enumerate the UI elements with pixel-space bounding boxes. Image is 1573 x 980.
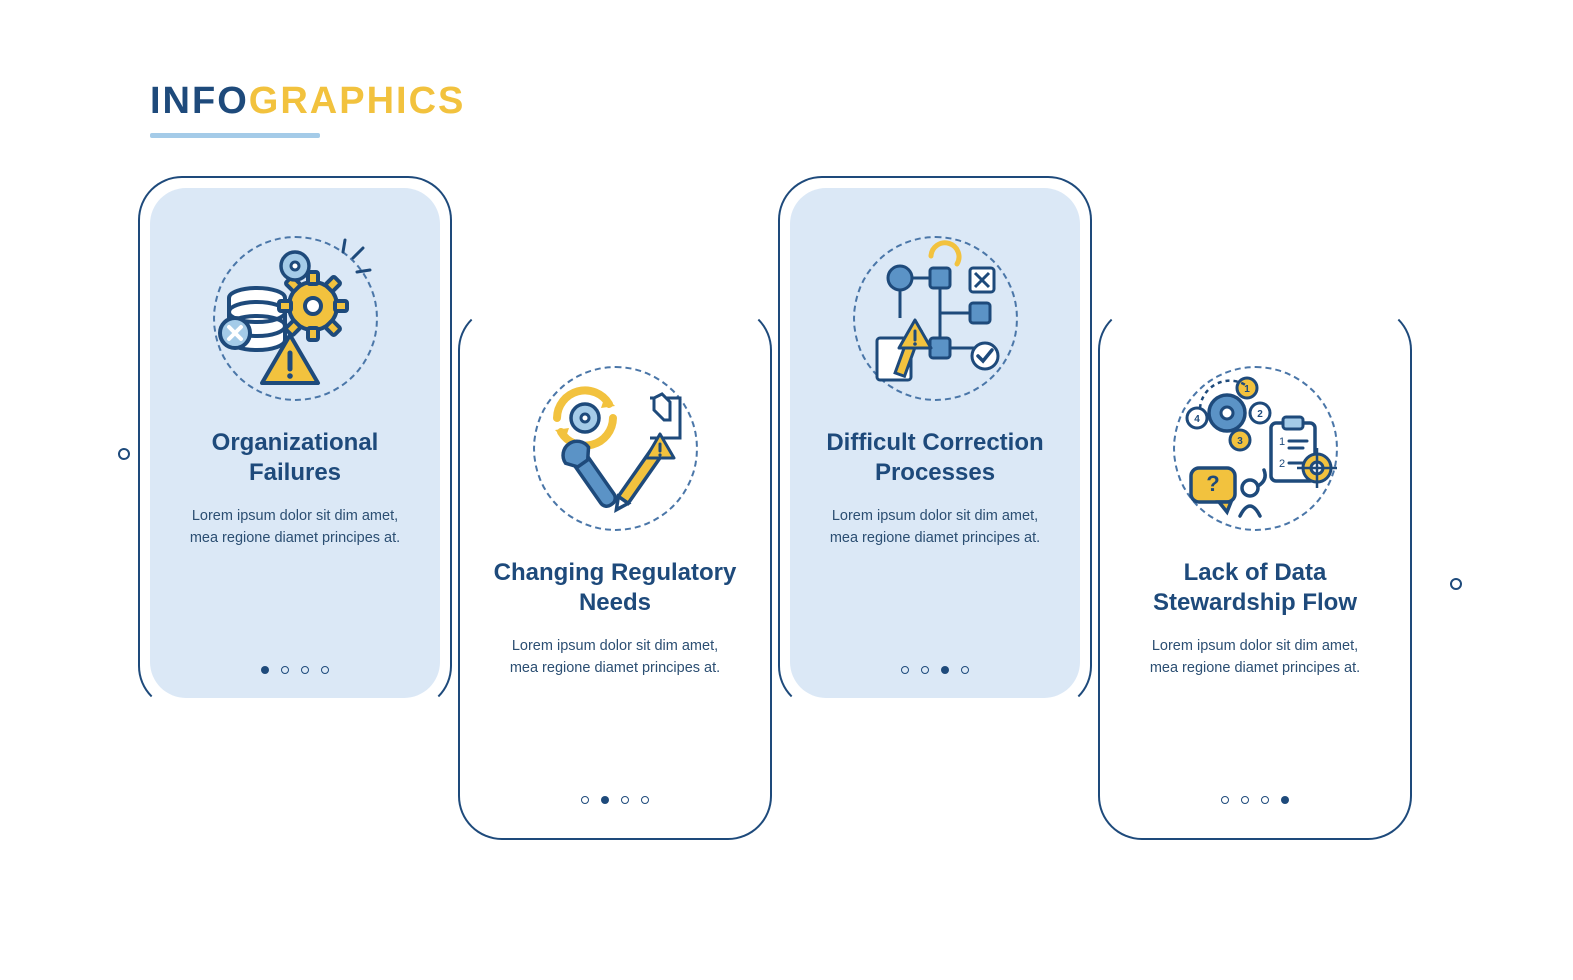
dot xyxy=(281,666,289,674)
card-4-dots xyxy=(1221,772,1289,804)
dot xyxy=(261,666,269,674)
svg-text:4: 4 xyxy=(1194,414,1200,425)
header-suffix: GRAPHICS xyxy=(249,80,466,122)
card-4-body: Lorem ipsum dolor sit dim amet, mea regi… xyxy=(1145,636,1365,680)
dot xyxy=(321,666,329,674)
organizational-failures-icon xyxy=(205,228,385,408)
header: INFOGRAPHICS xyxy=(150,80,1430,138)
dot xyxy=(961,666,969,674)
card-1-dots xyxy=(261,642,329,674)
lack-stewardship-icon: 1 2 3 4 1 2 xyxy=(1165,358,1345,538)
dot xyxy=(641,796,649,804)
card-2-body: Lorem ipsum dolor sit dim amet, mea regi… xyxy=(505,636,725,680)
cards-row: Organizational Failures Lorem ipsum dolo… xyxy=(150,188,1430,828)
card-3-title: Difficult Correction Processes xyxy=(812,428,1058,488)
svg-text:3: 3 xyxy=(1237,436,1243,447)
card-1: Organizational Failures Lorem ipsum dolo… xyxy=(150,188,440,698)
svg-text:2: 2 xyxy=(1257,409,1263,420)
connector-node-right xyxy=(1450,578,1462,590)
card-wrap-1: Organizational Failures Lorem ipsum dolo… xyxy=(150,188,440,698)
dot xyxy=(1241,796,1249,804)
card-2-title: Changing Regulatory Needs xyxy=(492,558,738,618)
card-wrap-2: Changing Regulatory Needs Lorem ipsum do… xyxy=(470,318,760,828)
dot xyxy=(301,666,309,674)
dot xyxy=(601,796,609,804)
dot xyxy=(581,796,589,804)
card-wrap-4: 1 2 3 4 1 2 xyxy=(1110,318,1400,828)
dot xyxy=(941,666,949,674)
dot xyxy=(621,796,629,804)
card-3: Difficult Correction Processes Lorem ips… xyxy=(790,188,1080,698)
svg-text:?: ? xyxy=(1206,471,1219,496)
dot xyxy=(1281,796,1289,804)
header-underline xyxy=(150,133,320,138)
infographic-container: INFOGRAPHICS xyxy=(150,80,1430,828)
card-2-dots xyxy=(581,772,649,804)
card-4-title: Lack of Data Stewardship Flow xyxy=(1132,558,1378,618)
connector-node-left xyxy=(118,448,130,460)
card-2: Changing Regulatory Needs Lorem ipsum do… xyxy=(470,318,760,828)
svg-text:1: 1 xyxy=(1244,384,1250,395)
card-4: 1 2 3 4 1 2 xyxy=(1110,318,1400,828)
dot xyxy=(921,666,929,674)
svg-text:2: 2 xyxy=(1279,458,1285,470)
dot xyxy=(1221,796,1229,804)
difficult-correction-icon xyxy=(845,228,1025,408)
changing-regulatory-icon xyxy=(525,358,705,538)
card-wrap-3: Difficult Correction Processes Lorem ips… xyxy=(790,188,1080,698)
header-prefix: INFO xyxy=(150,80,249,122)
svg-text:1: 1 xyxy=(1279,436,1285,448)
card-3-body: Lorem ipsum dolor sit dim amet, mea regi… xyxy=(825,506,1045,550)
dot xyxy=(1261,796,1269,804)
card-1-title: Organizational Failures xyxy=(172,428,418,488)
header-title: INFOGRAPHICS xyxy=(150,80,1430,123)
card-3-dots xyxy=(901,642,969,674)
dot xyxy=(901,666,909,674)
card-1-body: Lorem ipsum dolor sit dim amet, mea regi… xyxy=(185,506,405,550)
